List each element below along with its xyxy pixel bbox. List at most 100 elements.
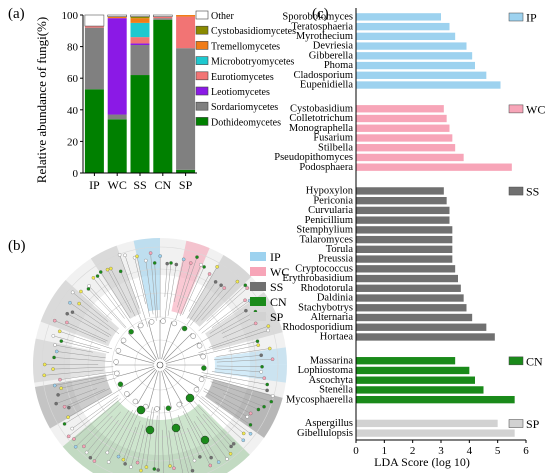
y-tick-label-40: 40 bbox=[67, 105, 79, 117]
clado-node-104 bbox=[235, 279, 240, 284]
clado-node-109 bbox=[244, 308, 248, 313]
legend-swatch-leotiomycetes bbox=[195, 86, 209, 96]
clado-branch-61 bbox=[54, 357, 112, 362]
legend-swatch-sordariomycetes bbox=[195, 101, 209, 111]
clado-branch-52 bbox=[64, 388, 106, 407]
lda-label-rhodosporidium: Rhodosporidium bbox=[282, 322, 353, 333]
bar-cn-sordariomycetes bbox=[153, 18, 173, 20]
clado-node-106 bbox=[245, 286, 249, 290]
bar-ss-leotiomycetes bbox=[130, 43, 150, 46]
lda-x-tick-label-6: 6 bbox=[523, 445, 529, 457]
group-swatch-cn bbox=[508, 356, 524, 366]
clado-node-27 bbox=[172, 466, 176, 470]
lda-bar-lophiostoma bbox=[356, 366, 470, 375]
clado-node-34 bbox=[135, 460, 140, 465]
clado-inner-node-12 bbox=[113, 359, 119, 365]
clado-node-82 bbox=[118, 269, 123, 274]
clado-node-42 bbox=[88, 455, 93, 460]
clado-branch-89 bbox=[154, 262, 158, 318]
clado-node-117 bbox=[268, 346, 272, 351]
clado-node-48 bbox=[70, 426, 74, 431]
legend-label-eurotiomycetes: Eurotiomycetes bbox=[211, 72, 274, 83]
clado-node-71 bbox=[68, 300, 72, 305]
clado-branch-4 bbox=[203, 375, 268, 391]
legend-label-leotiomycetes: Leotiomycetes bbox=[211, 87, 270, 98]
lda-label-hypoxylon: Hypoxylon bbox=[306, 186, 354, 197]
clado-node-31 bbox=[152, 467, 157, 471]
clado-node-113 bbox=[266, 324, 271, 328]
lda-bar-stenella bbox=[356, 386, 484, 394]
legend-label-dothideomycetes: Dothideomycetes bbox=[211, 117, 281, 128]
clado-branch-82 bbox=[120, 271, 144, 326]
clado-sector-2 bbox=[133, 238, 160, 312]
clado-node-75 bbox=[86, 287, 91, 291]
y-tick-label-20: 20 bbox=[67, 136, 79, 148]
clado-inner-branch-19 bbox=[161, 321, 172, 360]
clado-branch-107 bbox=[201, 300, 246, 334]
clado-node-22 bbox=[198, 455, 202, 459]
legend-label-sordariomycetes: Sordariomycetes bbox=[211, 102, 278, 113]
clado-sector-10 bbox=[34, 374, 113, 429]
clado-node-38 bbox=[116, 454, 121, 459]
legend-swatch-dothideomycetes bbox=[195, 117, 209, 126]
lda-label-podosphaera: Podosphaera bbox=[299, 162, 353, 173]
clado-node-9 bbox=[248, 411, 253, 416]
clado-branch-22 bbox=[187, 427, 201, 457]
clado-branch-28 bbox=[163, 405, 171, 467]
legend-swatch-cystobasidiomycetes bbox=[195, 25, 209, 35]
clado-branch-64 bbox=[61, 340, 110, 353]
clado-node-15 bbox=[231, 442, 236, 446]
clado-branch-115 bbox=[199, 341, 258, 356]
clado-branch-67 bbox=[54, 320, 107, 343]
clado-branch-109 bbox=[209, 310, 247, 334]
clado-branch-45 bbox=[75, 394, 130, 447]
lda-bar-periconia bbox=[356, 196, 447, 205]
lda-bar-talaromyces bbox=[356, 235, 453, 244]
clado-node-87 bbox=[144, 258, 148, 263]
clado-node-63 bbox=[53, 343, 57, 347]
clado-inner-branch-20 bbox=[162, 325, 183, 360]
lda-bar-stachybotrys bbox=[356, 304, 467, 312]
group-swatch-ip bbox=[508, 12, 524, 22]
clado-node-114 bbox=[266, 328, 270, 333]
clado-branch-25 bbox=[176, 426, 189, 473]
group-label-cn: CN bbox=[526, 354, 543, 368]
clado-inner-node-9 bbox=[124, 391, 130, 397]
clado-legend-swatch-ss bbox=[250, 282, 266, 291]
clado-branch-39 bbox=[108, 410, 137, 463]
lda-bar-pseudopithomyces bbox=[356, 153, 464, 162]
clado-node-39 bbox=[106, 460, 111, 464]
clado-node-116 bbox=[256, 343, 261, 347]
lda-label-stemphylium: Stemphylium bbox=[296, 225, 353, 236]
clado-node-7 bbox=[262, 404, 266, 409]
clado-legend-label-ss: SS bbox=[270, 280, 283, 294]
clado-legend-label-cn: CN bbox=[270, 295, 287, 309]
panel-a: (a) Relative abundance of fungi(%) IP WC S… bbox=[8, 6, 296, 192]
clado-inner-node-18 bbox=[160, 318, 166, 324]
lda-label-sporobolomyces: Sporobolomyces bbox=[282, 12, 353, 23]
clado-node-33 bbox=[139, 468, 143, 473]
lda-bar-myrothecium bbox=[356, 32, 456, 41]
clado-node-36 bbox=[123, 462, 127, 466]
clado-branch-29 bbox=[161, 429, 164, 473]
clado-legend-swatch-cn bbox=[250, 297, 266, 306]
group-swatch-ss bbox=[508, 186, 524, 196]
bar-wc-sordariomycetes bbox=[107, 114, 127, 120]
clado-branch-44 bbox=[83, 415, 113, 447]
bar-ip-eurotiomycetes bbox=[84, 26, 104, 28]
clado-sector-0 bbox=[40, 280, 120, 347]
clado-node-96 bbox=[195, 255, 199, 259]
panel-a-y-axis-label: Relative abundance of fungi(%) bbox=[34, 17, 49, 183]
lda-label-stachybotrys: Stachybotrys bbox=[298, 302, 353, 313]
clado-branch-118 bbox=[213, 355, 262, 361]
clado-cn-node-1 bbox=[171, 423, 181, 433]
lda-bar-massarina bbox=[356, 357, 456, 365]
lda-bar-stilbella bbox=[356, 144, 456, 152]
group-label-wc: WC bbox=[526, 102, 545, 116]
clado-inner-branch-15 bbox=[127, 332, 156, 361]
clado-node-58 bbox=[42, 373, 47, 378]
clado-node-59 bbox=[51, 367, 55, 371]
clado-node-88 bbox=[148, 251, 153, 255]
clado-branch-85 bbox=[134, 257, 146, 305]
